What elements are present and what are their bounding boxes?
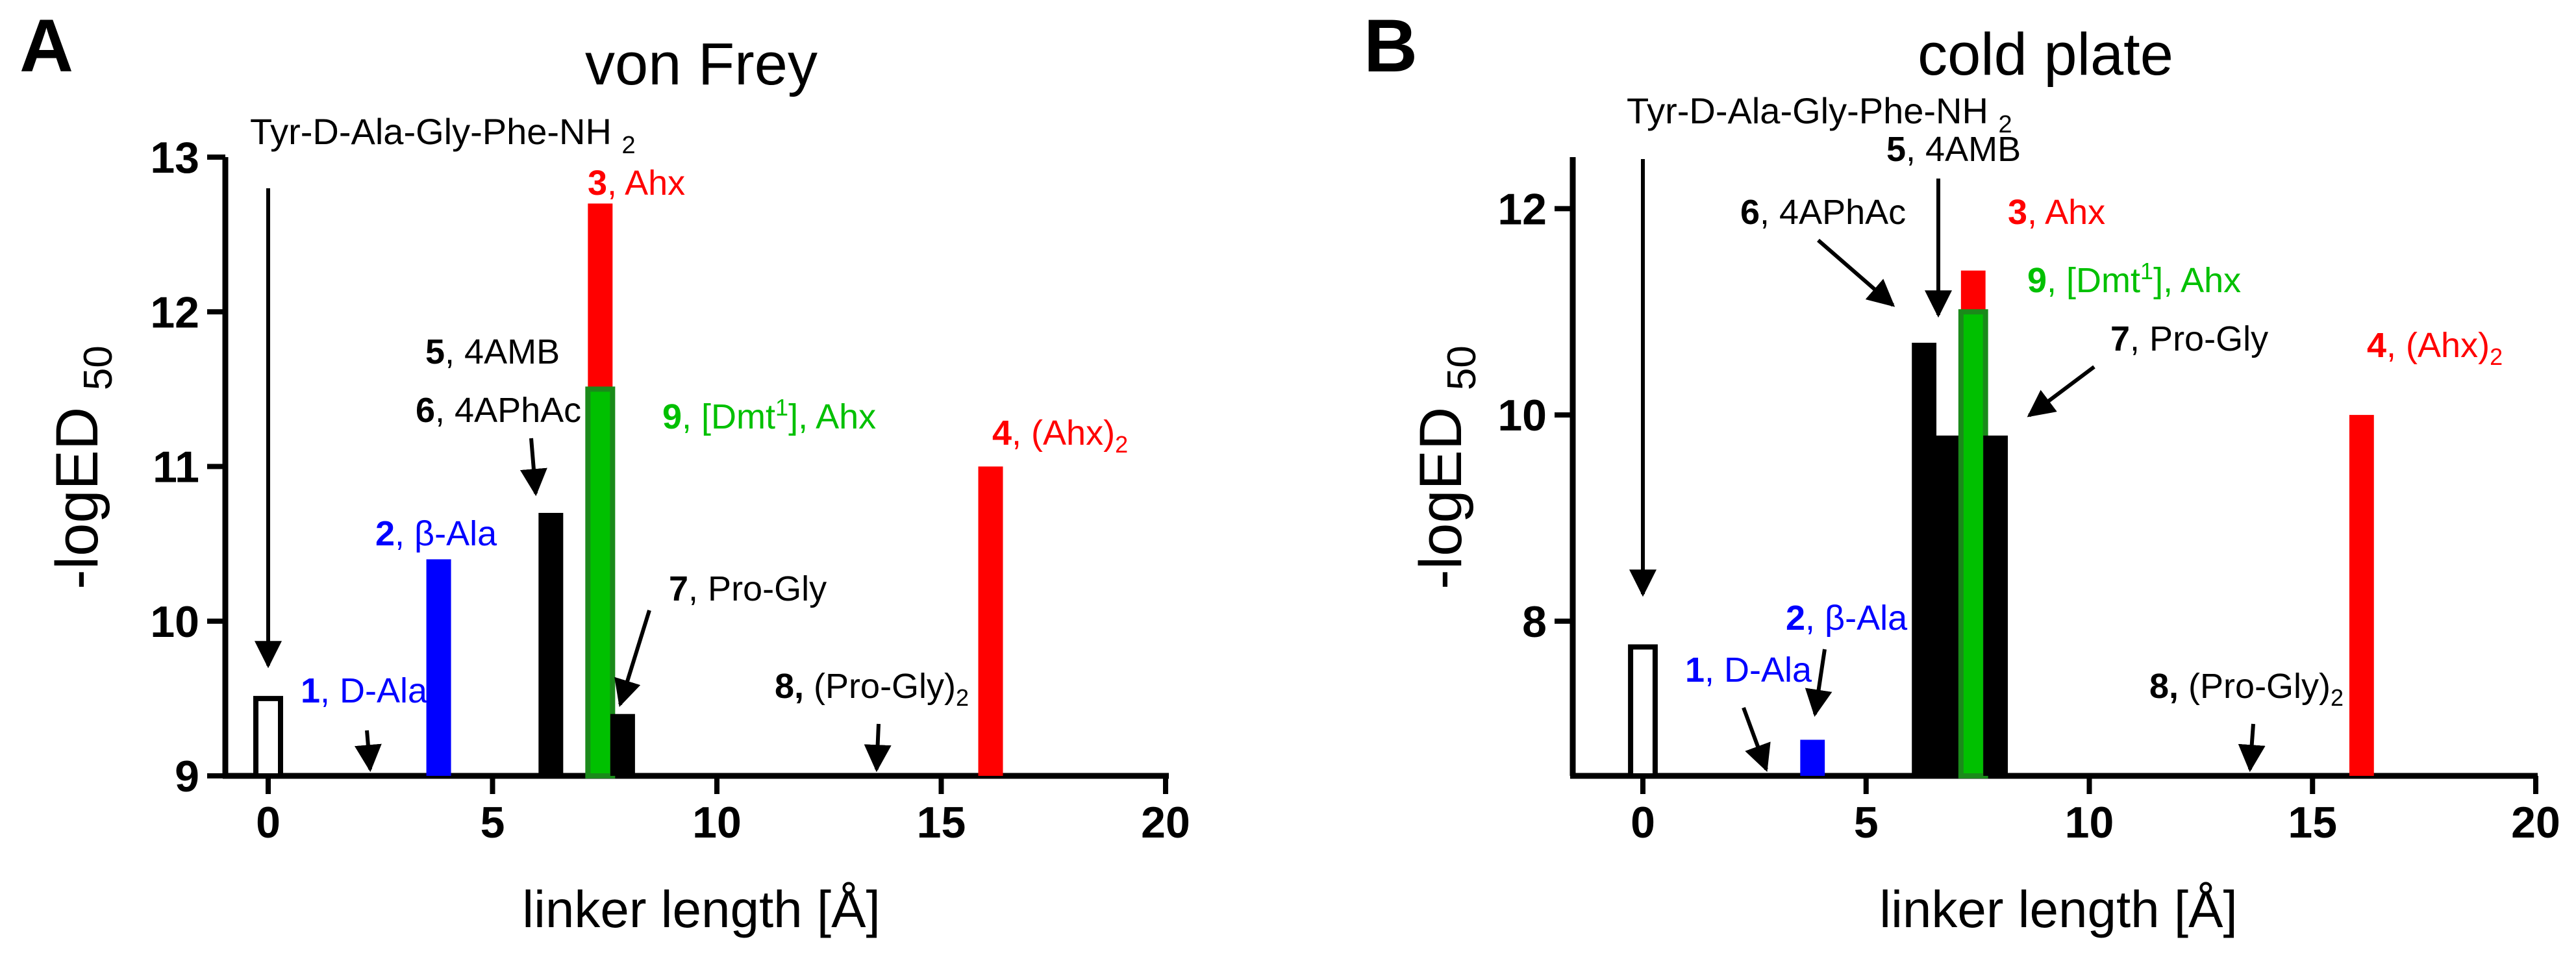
panel-b-bar-4 [2349, 415, 2374, 776]
panel-b-xtick-label: 15 [2288, 798, 2337, 847]
panel-b-ytick-label: 12 [1497, 184, 1547, 234]
panel-b-y-axis: 8 10 12 [1497, 157, 1576, 776]
panel-a-x-label: linker length [Å] [522, 880, 880, 938]
panel-b-xtick-label: 5 [1854, 798, 1879, 847]
panel-a-y-axis: 9 10 11 12 13 [150, 133, 229, 801]
panel-a-annotations: 1, D-Ala 2, β-Ala 3, Ahx 4, (Ahx)2 5, 4A… [255, 164, 1128, 773]
panel-a-label-6: 6, 4APhAc [416, 391, 581, 430]
panel-a-ytick-label: 13 [150, 133, 199, 182]
panel-b: B cold plate Tyr-D-Ala-Gly-Phe-NH 2 8 10 1… [1364, 5, 2560, 938]
panel-a-xtick-label: 10 [692, 798, 742, 847]
panel-a-xtick-label: 5 [481, 798, 505, 847]
panel-a-label-3: 3, Ahx [588, 164, 685, 203]
panel-a-bar-4 [978, 466, 1003, 776]
svg-text:-logED 50: -logED 50 [1408, 345, 1484, 590]
panel-b-label-2: 2, β-Ala [1786, 599, 1908, 638]
panel-b-label-6: 6, 4APhAc [1740, 193, 1906, 232]
panel-b-bar-5 [1934, 435, 1959, 776]
panel-b-title: cold plate [1918, 21, 2173, 88]
panel-a-label-4: 4, (Ahx)2 [992, 414, 1128, 458]
panel-b-x-axis: 0 5 10 15 20 [1570, 773, 2560, 847]
panel-a-title: von Frey [585, 31, 818, 97]
panel-a-arrow-1 [354, 730, 382, 773]
svg-text:-logED 50: -logED 50 [44, 345, 121, 590]
panel-a-bar-2 [426, 559, 451, 776]
panel-a-label-5: 5, 4AMB [425, 332, 560, 371]
panel-b-label-7: 7, Pro-Gly [2110, 319, 2268, 358]
panel-b-x-label: linker length [Å] [1879, 880, 2237, 938]
panel-a-bar-6 [538, 512, 564, 776]
panel-b-y-label: -logED 50 [1408, 345, 1484, 590]
panel-a-xtick-label: 15 [917, 798, 966, 847]
panel-b-bar-parent [1628, 644, 1658, 778]
panel-a-bar-parent [253, 695, 284, 778]
panel-a-label-2: 2, β-Ala [375, 514, 497, 553]
panel-b-letter: B [1364, 5, 1418, 88]
panel-b-xtick-label: 10 [2065, 798, 2114, 847]
panel-a-ylabel-sub: 50 [76, 345, 121, 390]
panel-b-bars [1628, 270, 2374, 778]
panel-a-ytick-label: 11 [153, 443, 199, 492]
panel-a-ytick-label: 12 [150, 288, 199, 337]
panel-a-arrow-6 [519, 438, 547, 497]
panel-b-bar-2 [1800, 740, 1825, 776]
panel-a: A von Frey Tyr-D-Ala-Gly-Phe-NH 2 9 10 11 1… [19, 5, 1190, 938]
panel-a-bar-7 [610, 714, 635, 776]
panel-a-parent-label-text: Tyr-D-Ala-Gly-Phe-NH [250, 111, 612, 152]
panel-b-bar-7 [1983, 435, 2008, 776]
panel-b-annotations: 1, D-Ala 2, β-Ala 3, Ahx 4, (Ahx)2 5, 4A… [1629, 130, 2503, 773]
panel-b-bar-9 [1958, 309, 1988, 778]
panel-b-bar-6 [1912, 342, 1937, 776]
panel-b-arrow-8 [2238, 723, 2266, 773]
panel-a-xtick-label: 20 [1141, 798, 1190, 847]
svg-text:Tyr-D-Ala-Gly-Phe-NH 2: Tyr-D-Ala-Gly-Phe-NH 2 [250, 111, 636, 159]
panel-a-xtick-label: 0 [256, 798, 281, 847]
panel-a-ylabel-main: -logED [44, 407, 110, 590]
panel-a-ytick-label: 9 [175, 752, 199, 801]
panel-b-parent-label: Tyr-D-Ala-Gly-Phe-NH 2 [1627, 90, 2012, 138]
panel-b-xtick-label: 0 [1631, 798, 1655, 847]
panel-b-label-3: 3, Ahx [2008, 193, 2105, 232]
panel-b-arrow-1 [1742, 706, 1771, 772]
panel-a-label-1: 1, D-Ala [301, 671, 428, 710]
panel-a-label-7: 7, Pro-Gly [669, 569, 827, 608]
panel-b-label-5: 5, 4AMB [1886, 130, 2021, 169]
panel-a-arrow-8 [864, 723, 892, 773]
panel-a-parent-label: Tyr-D-Ala-Gly-Phe-NH 2 [250, 111, 636, 159]
panel-b-xtick-label: 20 [2511, 798, 2560, 847]
panel-a-bar-9 [585, 386, 616, 778]
panel-b-label-4: 4, (Ahx)2 [2367, 326, 2503, 370]
panel-b-ylabel-main: -logED [1408, 407, 1474, 590]
panel-b-ytick-label: 10 [1497, 391, 1547, 440]
panel-a-arrow-7 [614, 610, 651, 708]
panel-b-parent-label-text: Tyr-D-Ala-Gly-Phe-NH [1627, 90, 1988, 131]
panel-b-label-1: 1, D-Ala [1685, 651, 1812, 690]
panel-a-label-9: 9, [Dmt1], Ahx [662, 394, 876, 436]
svg-text:Tyr-D-Ala-Gly-Phe-NH 2: Tyr-D-Ala-Gly-Phe-NH 2 [1627, 90, 2012, 138]
panel-a-parent-label-sub: 2 [621, 132, 635, 159]
panel-b-parent-label-sub: 2 [1998, 111, 2012, 138]
panel-a-ytick-label: 10 [150, 597, 199, 647]
panel-a-bars [253, 203, 1003, 778]
panel-b-ylabel-sub: 50 [1440, 345, 1484, 390]
panel-b-ytick-label: 8 [1522, 597, 1547, 647]
panel-a-label-8: 8, (Pro-Gly)2 [775, 667, 969, 711]
panel-a-letter: A [19, 5, 73, 88]
panel-b-label-8: 8, (Pro-Gly)2 [2149, 667, 2344, 711]
panel-b-arrow-2 [1805, 649, 1832, 717]
panel-b-label-9: 9, [Dmt1], Ahx [2027, 258, 2241, 300]
panel-a-x-axis: 0 5 10 15 20 [223, 773, 1190, 847]
panel-b-arrow-6 [1817, 238, 1895, 307]
panel-a-y-label: -logED 50 [44, 345, 121, 590]
panel-b-arrow-7 [2027, 365, 2095, 417]
